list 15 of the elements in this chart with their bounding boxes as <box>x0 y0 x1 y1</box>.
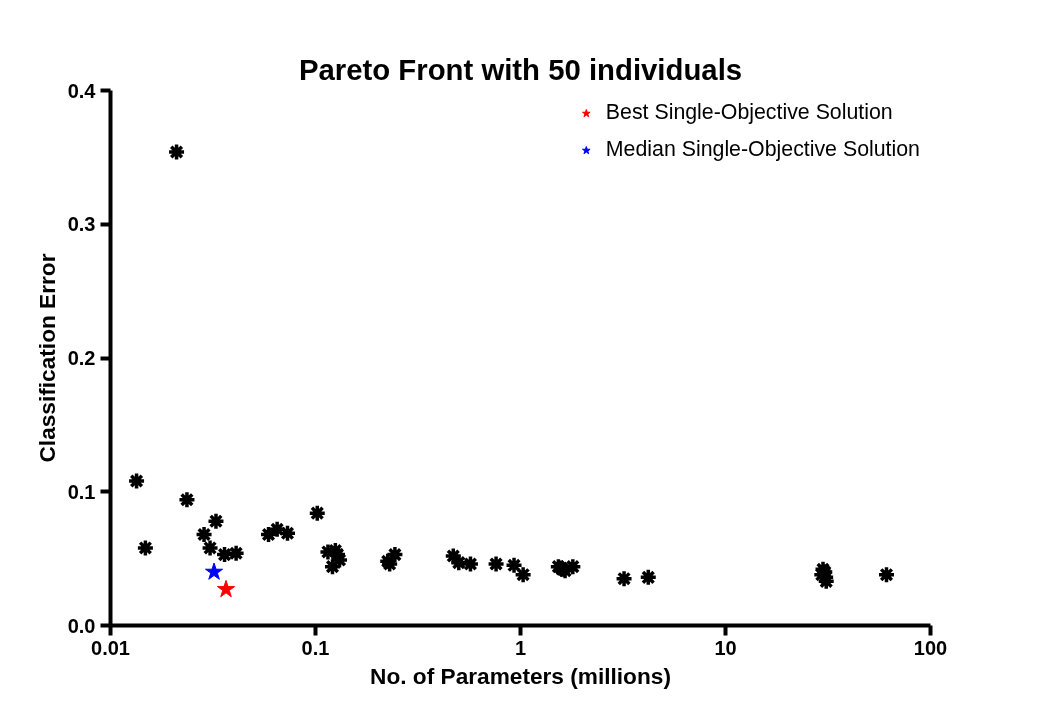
x-tick-label: 1 <box>514 636 527 659</box>
y-axis-title: Classification Error <box>33 253 60 463</box>
y-tick-label: 0.0 <box>67 614 96 637</box>
y-tick-label: 0.1 <box>67 480 96 503</box>
legend-label: Best Single-Objective Solution <box>605 100 893 125</box>
legend-label: Median Single-Objective Solution <box>605 137 920 162</box>
x-tick-label: 0.1 <box>301 636 330 659</box>
y-tick-label: 0.4 <box>67 79 97 102</box>
chart-title: Pareto Front with 50 individuals <box>298 52 743 86</box>
x-tick-label: 10 <box>714 636 737 659</box>
x-tick-label: 100 <box>913 636 948 659</box>
x-tick-label: 0.01 <box>91 636 130 659</box>
x-axis-title: No. of Parameters (millions) <box>370 662 671 689</box>
y-tick-label: 0.2 <box>67 347 96 369</box>
y-tick-label: 0.3 <box>67 213 96 236</box>
